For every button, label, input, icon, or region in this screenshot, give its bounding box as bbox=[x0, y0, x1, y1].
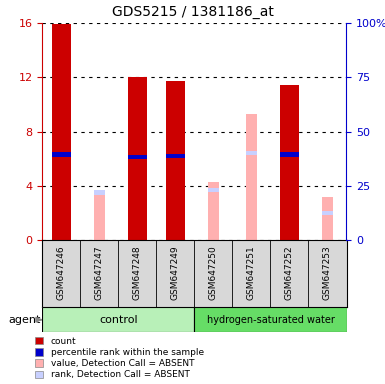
Bar bbox=[322, 211, 333, 215]
Legend: count, percentile rank within the sample, value, Detection Call = ABSENT, rank, : count, percentile rank within the sample… bbox=[35, 337, 204, 379]
Bar bbox=[246, 114, 257, 240]
Bar bbox=[128, 155, 147, 159]
Text: control: control bbox=[99, 314, 138, 325]
Text: hydrogen-saturated water: hydrogen-saturated water bbox=[206, 314, 335, 325]
Bar bbox=[194, 307, 346, 332]
Bar bbox=[94, 190, 105, 240]
Bar bbox=[246, 151, 257, 156]
Text: GSM647248: GSM647248 bbox=[133, 245, 142, 300]
Bar bbox=[166, 154, 185, 158]
Bar bbox=[280, 85, 299, 240]
Bar bbox=[94, 190, 105, 195]
Text: GSM647246: GSM647246 bbox=[57, 245, 66, 300]
Bar bbox=[52, 152, 71, 157]
Bar bbox=[208, 182, 219, 240]
Text: GSM647250: GSM647250 bbox=[209, 245, 218, 300]
Bar bbox=[208, 188, 219, 192]
Bar bbox=[322, 197, 333, 240]
Text: GSM647249: GSM647249 bbox=[171, 245, 180, 300]
Text: GSM647252: GSM647252 bbox=[285, 245, 294, 300]
Text: GSM647251: GSM647251 bbox=[247, 245, 256, 300]
Text: GSM647253: GSM647253 bbox=[323, 245, 332, 300]
Bar bbox=[166, 81, 185, 240]
Bar bbox=[52, 25, 71, 240]
Text: GSM647247: GSM647247 bbox=[95, 245, 104, 300]
Text: agent: agent bbox=[8, 314, 40, 325]
Text: GDS5215 / 1381186_at: GDS5215 / 1381186_at bbox=[112, 5, 273, 18]
Bar bbox=[128, 77, 147, 240]
Bar bbox=[280, 152, 299, 157]
Bar bbox=[42, 307, 194, 332]
